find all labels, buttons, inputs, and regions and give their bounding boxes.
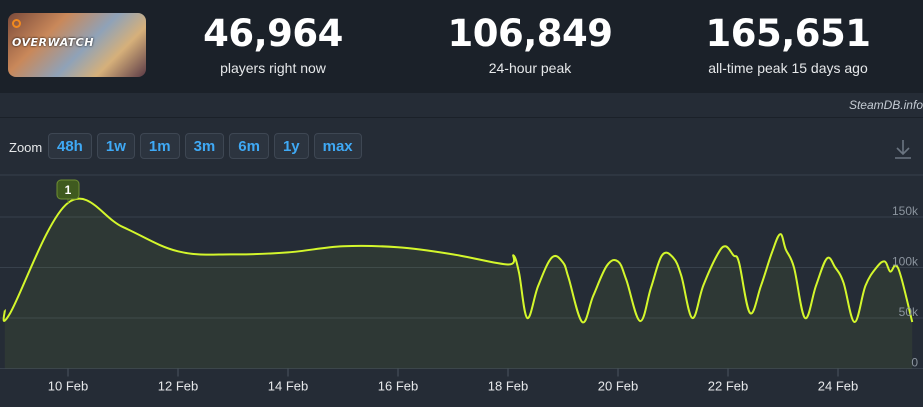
zoom-controls: 48h 1w 1m 3m 6m 1y max [48,133,362,159]
chart-series [2,197,914,324]
y-tick-label: 50k [899,305,919,319]
stat-players-now: 46,964 players right now [193,12,353,77]
zoom-48h-button[interactable]: 48h [48,133,92,159]
stat-value: 46,964 [203,12,343,55]
stat-value: 165,651 [705,12,871,55]
game-thumbnail[interactable]: OVERWATCH [8,13,146,77]
chart-grid [0,174,923,369]
zoom-label: Zoom [9,140,43,155]
annotation-label: 1 [65,183,72,197]
stat-label: players right now [220,60,326,76]
x-tick-label: 14 Feb [268,379,308,394]
x-tick-label: 22 Feb [708,379,748,394]
zoom-1m-button[interactable]: 1m [139,133,180,159]
y-tick-label: 100k [892,255,919,269]
game-logo-text: OVERWATCH [12,36,94,49]
x-tick-label: 16 Feb [378,379,418,394]
stats-bar: OVERWATCH 46,964 players right now 106,8… [0,0,923,93]
x-tick-label: 10 Feb [48,379,88,394]
stat-label: 24-hour peak [488,60,572,76]
zoom-3m-button[interactable]: 3m [184,133,225,159]
x-tick-label: 18 Feb [488,379,528,394]
chart-credit[interactable]: SteamDB.info [848,98,923,112]
zoom-6m-button[interactable]: 6m [229,133,269,159]
download-icon[interactable] [892,138,914,160]
x-axis: 10 Feb 12 Feb 14 Feb 16 Feb 18 Feb 20 Feb 22 F… [48,368,858,394]
chart-annotations: 1 [56,179,80,203]
series-area [3,198,913,369]
annotation-flag [56,179,80,200]
chart-area [3,198,913,369]
y-tick-label: 0 [911,356,918,370]
zoom-1w-button[interactable]: 1w [96,133,135,159]
stat-all-time-peak: 165,651 all-time peak 15 days ago [693,12,883,77]
zoom-1y-button[interactable]: 1y [273,133,309,159]
stat-label: all-time peak 15 days ago [708,60,868,76]
series-line [2,197,914,324]
x-tick-label: 24 Feb [818,379,858,394]
player-count-chart: 0 50k 100k 150k 10 Feb 12 Feb 14 Feb 16 Feb 18 … [0,174,923,394]
stat-value: 106,849 [447,12,613,55]
divider [0,117,923,118]
zoom-max-button[interactable]: max [313,133,362,159]
game-logo: OVERWATCH [12,13,100,49]
x-tick-label: 20 Feb [598,379,638,394]
y-axis: 0 50k 100k 150k [892,204,919,370]
y-tick-label: 150k [892,204,919,218]
stat-24h-peak: 106,849 24-hour peak [435,12,625,77]
x-tick-label: 12 Feb [158,379,198,394]
